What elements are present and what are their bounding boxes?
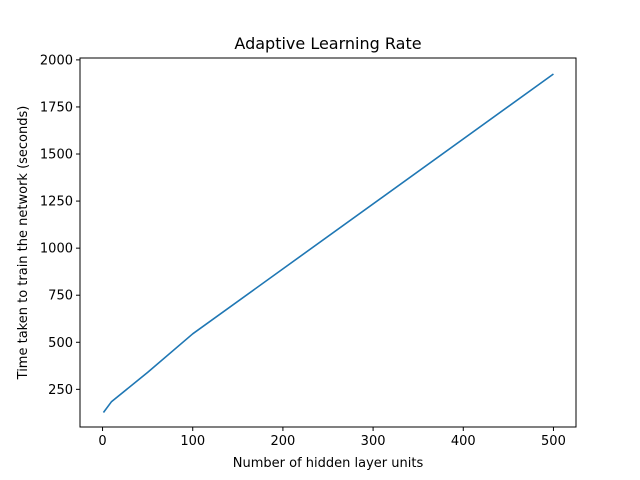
series-layer [102,73,554,413]
y-tick-label: 2000 [40,53,73,68]
y-tick-label: 750 [48,289,73,304]
x-tick-label: 500 [541,434,566,449]
y-tick-label: 1500 [40,148,73,163]
series-line-0 [102,73,554,413]
chart-title: Adaptive Learning Rate [234,34,421,53]
x-tick-label: 100 [180,434,205,449]
x-axis: 0 100 200 300 400 500 [98,427,566,449]
x-axis-label: Number of hidden layer units [233,456,424,471]
y-tick-label: 1750 [40,100,73,115]
y-tick-label: 500 [48,336,73,351]
x-tick-label: 300 [361,434,386,449]
x-tick-label: 200 [270,434,295,449]
y-axis: 250 500 750 1000 1250 1500 1750 2000 [40,53,80,398]
y-tick-label: 1250 [40,195,73,210]
y-axis-label: Time taken to train the network (seconds… [16,106,31,381]
plot-area-frame [79,57,577,428]
x-tick-label: 400 [451,434,476,449]
y-tick-label: 250 [48,383,73,398]
x-tick-label: 0 [98,434,106,449]
y-tick-label: 1000 [40,242,73,257]
